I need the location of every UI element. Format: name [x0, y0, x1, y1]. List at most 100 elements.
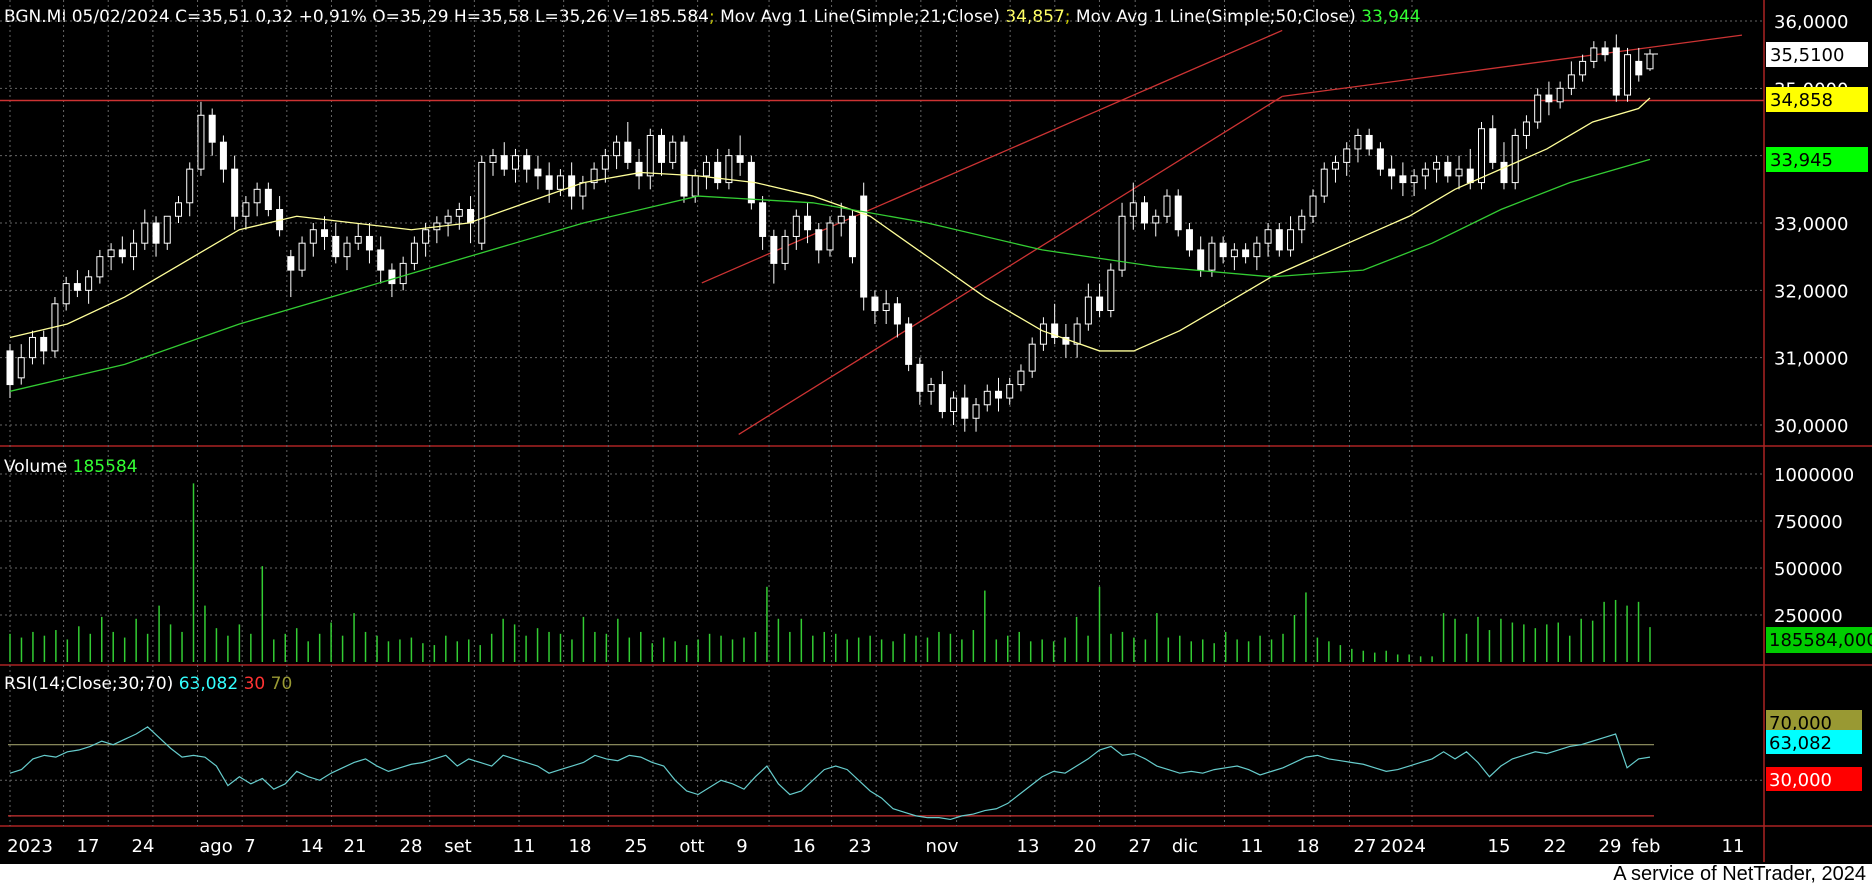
candle-body [1197, 249, 1205, 271]
candle-body [635, 161, 643, 177]
candle-body [354, 235, 362, 244]
candle-body [804, 215, 812, 231]
candle-body [680, 141, 688, 197]
rsi-panel [8, 726, 1654, 821]
rsi-line [9, 726, 1651, 821]
candle-body [1230, 249, 1238, 258]
x-tick-label: 25 [625, 836, 648, 857]
candle-body [1096, 296, 1104, 312]
candle-body [1051, 323, 1059, 338]
x-tick-label: 16 [793, 836, 816, 857]
candle-body [1185, 229, 1193, 251]
ma50-line [9, 158, 1651, 392]
candle-body [152, 222, 160, 244]
gridlines [0, 0, 1872, 862]
candle-body [1624, 54, 1632, 96]
candle-body [545, 175, 553, 190]
candle-body [770, 235, 778, 264]
candle-body [231, 168, 239, 217]
candle-body [85, 276, 93, 291]
ma50-value: 33,944 [1361, 7, 1420, 27]
candle-body [1287, 229, 1295, 251]
candle-body [6, 350, 14, 386]
candle-body [983, 390, 991, 406]
candle-body [961, 397, 969, 419]
x-tick-label: 18 [1297, 836, 1320, 857]
candle-body [62, 283, 70, 305]
candle-body [1006, 384, 1014, 399]
candle-body [1522, 121, 1530, 136]
candle-body [624, 141, 632, 163]
candle-body [73, 283, 81, 291]
candle-body [1433, 161, 1441, 170]
volume-last-label: 185584,000 [1769, 630, 1872, 651]
candle-body [1556, 87, 1564, 103]
x-tick-label: 27 [1354, 836, 1377, 857]
candle-body [893, 303, 901, 325]
candle-body [1039, 323, 1047, 345]
candle-body [860, 195, 868, 298]
candle-body [579, 182, 587, 197]
candle-body [332, 235, 340, 258]
candle-body [1612, 47, 1620, 96]
candle-body [972, 404, 980, 419]
x-tick-label: 7 [244, 836, 255, 857]
candle-body [725, 155, 733, 184]
candle-body [590, 168, 598, 184]
candle-body [186, 168, 194, 204]
candle-body [388, 269, 396, 285]
x-tick-label: 11 [1722, 836, 1745, 857]
candle-body [1421, 168, 1429, 177]
candle-body [130, 242, 138, 258]
channel-extension-line [1282, 34, 1743, 98]
volume-header: Volume 185584 [4, 457, 138, 477]
x-tick-label: 24 [132, 836, 155, 857]
candle-body [994, 390, 1002, 399]
candle-body [613, 141, 621, 157]
x-tick-label: 13 [1017, 836, 1040, 857]
candle-body [17, 357, 25, 379]
candle-body [1331, 161, 1339, 170]
x-tick-label: 29 [1599, 836, 1622, 857]
rsi-high: 70 [271, 674, 293, 694]
candle-body [478, 161, 486, 244]
candle-body [422, 229, 430, 244]
candle-body [534, 168, 542, 177]
candle-body [1500, 161, 1508, 184]
x-tick-label: 11 [1241, 836, 1264, 857]
x-tick-label: nov [925, 836, 958, 857]
candle-body [702, 161, 710, 177]
x-axis: 2023 17 24 ago 7 14 21 28 set 11 18 25 ott 9 16 23 nov 13… [7, 836, 1744, 857]
candle-body [1174, 195, 1182, 231]
candle-body [714, 161, 722, 184]
candle-body [871, 296, 879, 312]
candle-body [556, 175, 564, 190]
candle-body [141, 222, 149, 244]
candle-body [219, 141, 227, 170]
candle-body [837, 215, 845, 224]
price-tick-label: 36,0000 [1774, 12, 1848, 33]
candle-body [1253, 242, 1261, 258]
x-tick-label: ott [679, 836, 704, 857]
price-header: BGN.MI 05/02/2024 C=35,51 0,32 +0,91% O=… [4, 7, 1421, 27]
volume-tick-label: 750000 [1774, 512, 1843, 533]
candle-body [1590, 47, 1598, 62]
x-tick-label: 15 [1488, 836, 1511, 857]
channel-upper-line [701, 29, 1283, 284]
price-last-label: 33,945 [1770, 150, 1833, 171]
price-tick-label: 30,0000 [1774, 416, 1848, 437]
candle-body [163, 215, 171, 244]
candle-body [1388, 168, 1396, 177]
x-tick-label: 11 [513, 836, 536, 857]
candle-body [1579, 60, 1587, 76]
candle-body [287, 256, 295, 271]
x-tick-label: 23 [849, 836, 872, 857]
x-tick-label: 2024 [1380, 836, 1426, 857]
candle-body [646, 134, 654, 177]
price-tick-label: 32,0000 [1774, 281, 1848, 302]
x-tick-label: dic [1172, 836, 1198, 857]
candle-body [1534, 94, 1542, 123]
candle-body [938, 384, 946, 413]
candle-body [107, 249, 115, 258]
